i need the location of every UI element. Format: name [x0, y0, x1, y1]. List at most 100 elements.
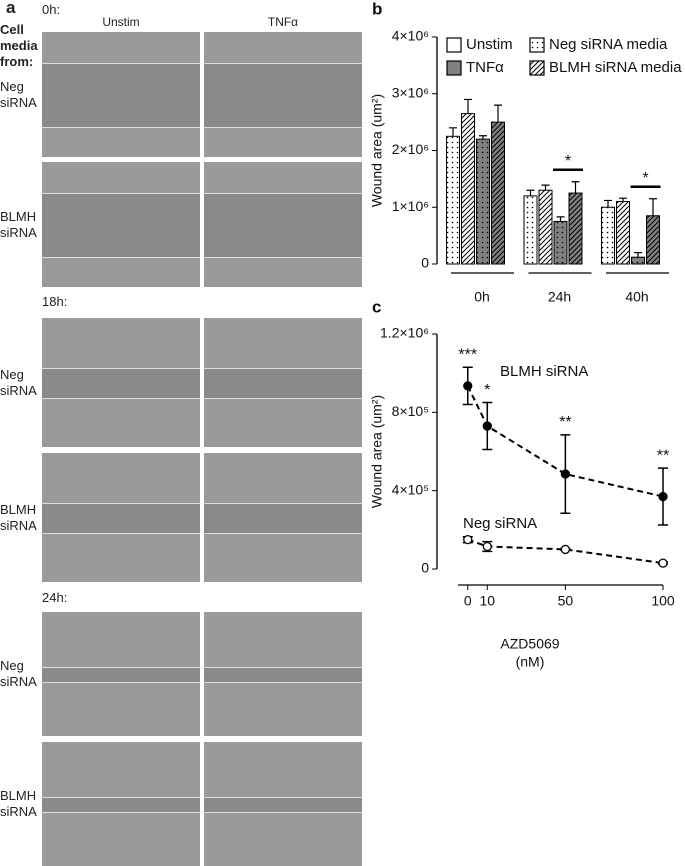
micrograph: [42, 453, 200, 582]
micrograph: [204, 318, 362, 447]
error-bar: [449, 127, 457, 137]
timepoint-label: 0h:: [42, 2, 61, 17]
legend-label: TNFα: [466, 59, 504, 76]
error-bar: [634, 252, 642, 258]
error-bar: [526, 189, 535, 196]
bar: [631, 256, 645, 265]
wound-gap: [204, 63, 362, 128]
significance-label: *: [565, 153, 571, 170]
wound-gap: [204, 193, 362, 258]
error-bar: [541, 184, 550, 191]
panel-label: b: [372, 0, 382, 18]
wound-gap: [42, 63, 200, 128]
bar: [601, 206, 615, 265]
bar: [646, 215, 660, 265]
x-tick-label: 24h: [548, 289, 571, 305]
row-label: BLMH siRNA: [0, 788, 37, 819]
significance-label: **: [559, 414, 571, 431]
x-tick-label: 0: [464, 593, 472, 609]
wound-gap: [42, 193, 200, 258]
series-label: Neg siRNA: [463, 515, 537, 532]
micrograph: [42, 612, 200, 736]
series-line: [466, 385, 664, 498]
wound-gap: [204, 796, 362, 814]
y-tick-label: 4×10⁶: [392, 28, 429, 44]
y-tick-label: 0: [421, 560, 429, 576]
micrograph: [42, 32, 200, 157]
point: [482, 421, 492, 431]
wound-gap: [204, 368, 362, 399]
wound-gap: [42, 796, 200, 814]
y-axis-label: Wound area (um²): [369, 94, 385, 207]
significance-label: **: [657, 447, 669, 464]
row-header: Cell media from:: [0, 22, 38, 69]
y-axis-label: Wound area (um²): [369, 395, 385, 508]
legend-swatch: [446, 37, 462, 53]
bar: [491, 121, 505, 265]
x-tick-label: 100: [651, 593, 675, 609]
error-bar: [556, 216, 565, 222]
significance-label: *: [484, 382, 490, 399]
x-tick-label: 10: [479, 593, 495, 609]
error-bar: [619, 197, 627, 202]
panel-label: a: [6, 0, 16, 17]
point: [560, 544, 571, 555]
legend-swatch: [529, 60, 545, 76]
bar: [461, 113, 475, 265]
bar: [446, 135, 460, 265]
y-tick-label: 8×10⁵: [392, 403, 429, 419]
bar: [553, 220, 568, 265]
wound-gap: [204, 503, 362, 534]
timepoint-label: 24h:: [42, 590, 68, 605]
error-bar: [571, 181, 580, 194]
bar: [476, 138, 490, 265]
point: [463, 534, 473, 545]
legend-label: BLMH siRNA media: [549, 59, 682, 76]
column-label: TNFα: [267, 15, 299, 29]
y-tick-label: 1×10⁶: [392, 198, 429, 214]
x-tick-label: 0h: [474, 289, 490, 305]
y-tick-label: 3×10⁶: [392, 84, 429, 100]
legend-swatch: [446, 60, 462, 76]
legend-label: Unstim: [466, 36, 513, 53]
bar: [616, 201, 630, 265]
x-axis-label: (nM): [516, 654, 545, 670]
error-bar: [649, 198, 657, 216]
significance-label: ***: [458, 347, 477, 364]
error-bar: [479, 135, 487, 140]
row-label: Neg siRNA: [0, 366, 37, 398]
y-tick-label: 0: [421, 255, 429, 271]
error-bar: [494, 104, 502, 123]
micrograph: [204, 742, 362, 866]
point: [658, 558, 668, 568]
point: [560, 469, 571, 479]
bar: [523, 195, 538, 265]
row-label: BLMH siRNA: [0, 208, 37, 240]
wound-gap: [204, 666, 362, 684]
micrograph: [42, 742, 200, 866]
wound-gap: [42, 503, 200, 534]
wound-gap: [42, 666, 200, 684]
micrograph: [204, 32, 362, 157]
significance-label: *: [642, 170, 648, 187]
bar: [568, 192, 583, 265]
legend-swatch: [529, 37, 545, 53]
legend-label: Neg siRNA media: [549, 36, 668, 53]
point: [658, 491, 668, 502]
column-label: Unstim: [102, 15, 140, 29]
series-label: BLMH siRNA: [500, 363, 588, 380]
x-tick-label: 50: [558, 593, 574, 609]
micrograph: [204, 453, 362, 582]
y-tick-label: 2×10⁶: [392, 141, 429, 157]
point: [482, 541, 492, 552]
micrograph: [42, 162, 200, 287]
row-label: BLMH siRNA: [0, 501, 37, 533]
x-tick-label: 40h: [625, 289, 648, 305]
point: [463, 381, 473, 391]
error-bar: [604, 199, 612, 208]
error-bar: [464, 98, 472, 114]
wound-gap: [42, 368, 200, 399]
y-tick-label: 4×10⁵: [392, 481, 429, 497]
